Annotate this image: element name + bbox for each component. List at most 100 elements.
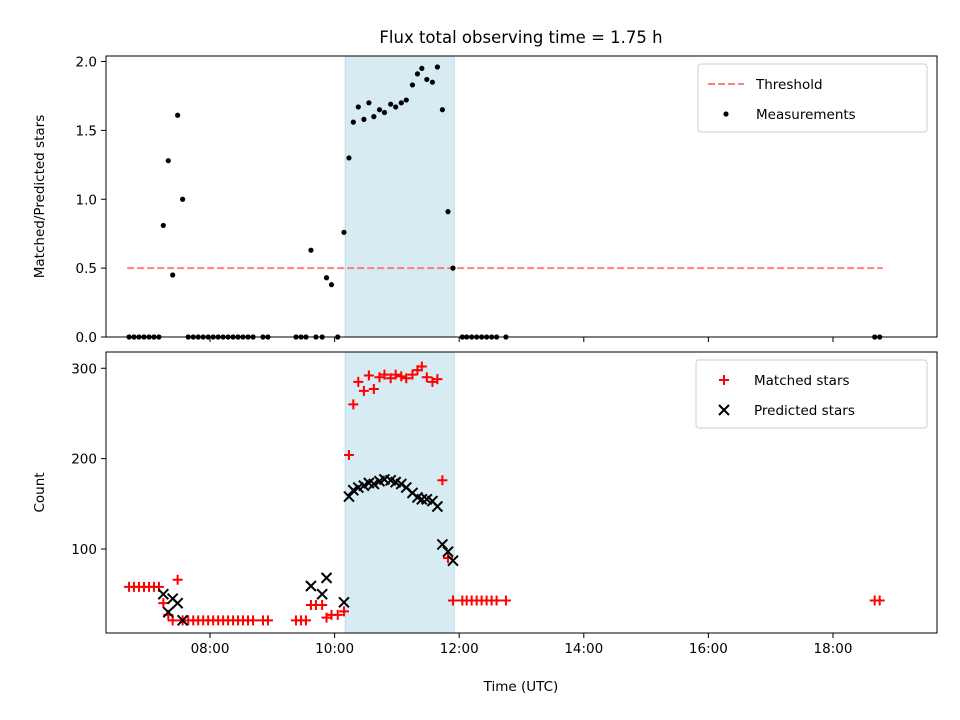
data-point [429,79,436,85]
data-point [431,500,444,513]
data-point [157,588,170,600]
data-point [447,555,459,567]
legend: Matched stars Predicted stars [695,359,928,429]
data-point [439,107,445,113]
data-point [341,229,347,235]
data-point [437,475,448,486]
data-point [165,158,171,164]
x-tick-label: 08:00 [191,641,230,657]
data-point [338,596,350,608]
data-point [416,361,427,372]
data-point [424,76,430,83]
y-tick-label: 0.5 [76,261,97,277]
data-point [300,615,311,626]
data-point [346,155,352,161]
y-tick-label: 1.5 [76,123,97,139]
chart-title: Flux total observing time = 1.75 h [379,28,662,47]
y-tick-label: 1.0 [76,192,97,208]
data-point [407,369,418,380]
data-point [434,64,441,70]
data-point [447,595,458,606]
legend-frame [697,63,928,133]
data-point [379,369,390,380]
x-tick-label: 12:00 [440,641,479,657]
x-tick-label: 18:00 [814,641,853,657]
data-point [393,104,399,110]
x-tick-label: 16:00 [689,641,728,657]
series-matched-stars [124,361,885,626]
data-point [160,222,166,229]
data-point [363,370,374,381]
data-point [381,109,388,116]
x-tick-label: 10:00 [315,641,354,657]
data-point [158,598,169,609]
data-point [450,265,456,271]
data-point [343,450,354,461]
legend-label: Predicted stars [754,403,855,419]
data-point [180,196,186,202]
data-point [355,104,361,110]
y-tick-label: 300 [71,361,97,377]
panel-ratio: 0.0 0.5 1.0 1.5 2.0 Matched/Predicted stars Th… [32,55,938,346]
data-point [368,384,379,395]
data-point [445,209,451,215]
data-point [308,247,314,253]
legend-label: Matched stars [754,373,850,389]
data-point [388,101,394,107]
y-tick-label: 200 [71,452,97,468]
data-point [419,65,425,71]
y-tick-label: 0.0 [76,330,97,346]
observing-span [344,351,455,634]
x-axis-label: Time (UTC) [483,679,559,695]
y-tick-label: 100 [71,542,97,558]
data-point [316,588,328,600]
data-point [396,371,407,382]
data-point [328,282,335,288]
data-point [414,71,421,77]
legend-marker [723,111,729,117]
data-point [416,493,428,505]
axes-frame [105,351,938,634]
data-point [361,116,367,122]
x-tick-label: 14:00 [564,641,603,657]
observing-span [344,55,455,338]
panel-counts: 08:00 10:00 12:00 14:00 16:00 18:00 100 200 300 C… [32,351,938,657]
legend-label: Threshold [755,77,823,93]
data-point [350,119,356,125]
data-point [366,100,372,106]
data-point [170,272,176,278]
data-point [368,478,380,490]
data-point [338,606,349,617]
data-point [390,369,401,380]
data-point [305,580,317,592]
data-point [401,373,412,384]
y-tick-label: 2.0 [76,55,97,71]
legend-marker [719,375,729,385]
data-point [343,490,355,503]
legend-label: Measurements [756,107,856,123]
data-point [436,538,449,551]
data-point [348,399,359,410]
series-predicted-stars [157,473,459,627]
data-point [358,385,369,396]
data-point [409,82,416,88]
data-point [500,595,511,606]
axes-frame [105,55,938,338]
y-axis-label: Matched/Predicted stars [32,115,48,278]
data-point [262,615,273,626]
data-point [317,599,328,610]
data-point [171,597,184,609]
data-point [398,100,404,106]
legend-frame [695,359,928,429]
data-point [421,372,432,383]
data-point [175,112,181,118]
data-point [162,606,175,618]
y-axis-label: Count [32,472,48,512]
data-point [442,545,454,558]
data-point [176,614,189,627]
data-point [432,374,443,385]
data-point [491,595,502,606]
legend: Threshold Measurements [697,63,928,133]
data-point [376,107,383,113]
data-point [248,615,259,626]
